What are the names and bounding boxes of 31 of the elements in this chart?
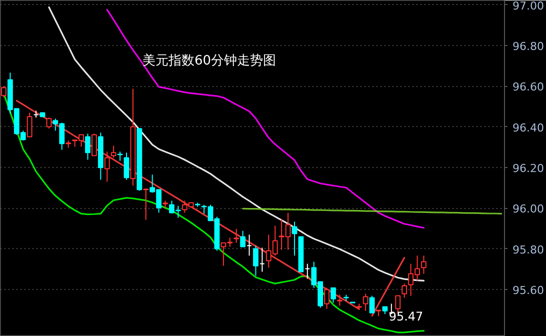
candlestick [117,151,123,162]
candlestick [143,188,149,220]
candlestick [104,151,110,182]
candlestick [292,221,298,256]
candlestick [369,295,375,314]
candlestick [26,112,32,138]
candlestick [337,294,342,306]
y-tick-label: 95.80 [512,243,544,256]
candlestick [402,283,408,298]
annotation: 95.47 [388,310,424,324]
candlestick [124,152,130,180]
candlestick [91,133,97,156]
line-series [16,100,360,310]
y-tick-label: 96.60 [512,80,544,94]
text: 美元指数60分钟走势图 [142,52,276,68]
candlestick [46,117,52,130]
candlestick [240,230,246,248]
y-tick-label: 96.40 [512,121,544,134]
y-tick-label: 95.60 [512,284,544,298]
y-tick-label: 97.00 [512,0,544,12]
candlestick [421,255,426,274]
y-tick-label: 96.80 [512,40,544,53]
candlestick [110,145,116,158]
candlestick [253,245,258,276]
candlestick [330,287,336,304]
y-tick-label: 96.00 [512,202,544,216]
candlestick [85,133,90,160]
candlestick [362,293,368,312]
y-tick-label: 96.20 [512,162,544,175]
line-series [106,8,425,229]
candlestick [234,228,240,244]
